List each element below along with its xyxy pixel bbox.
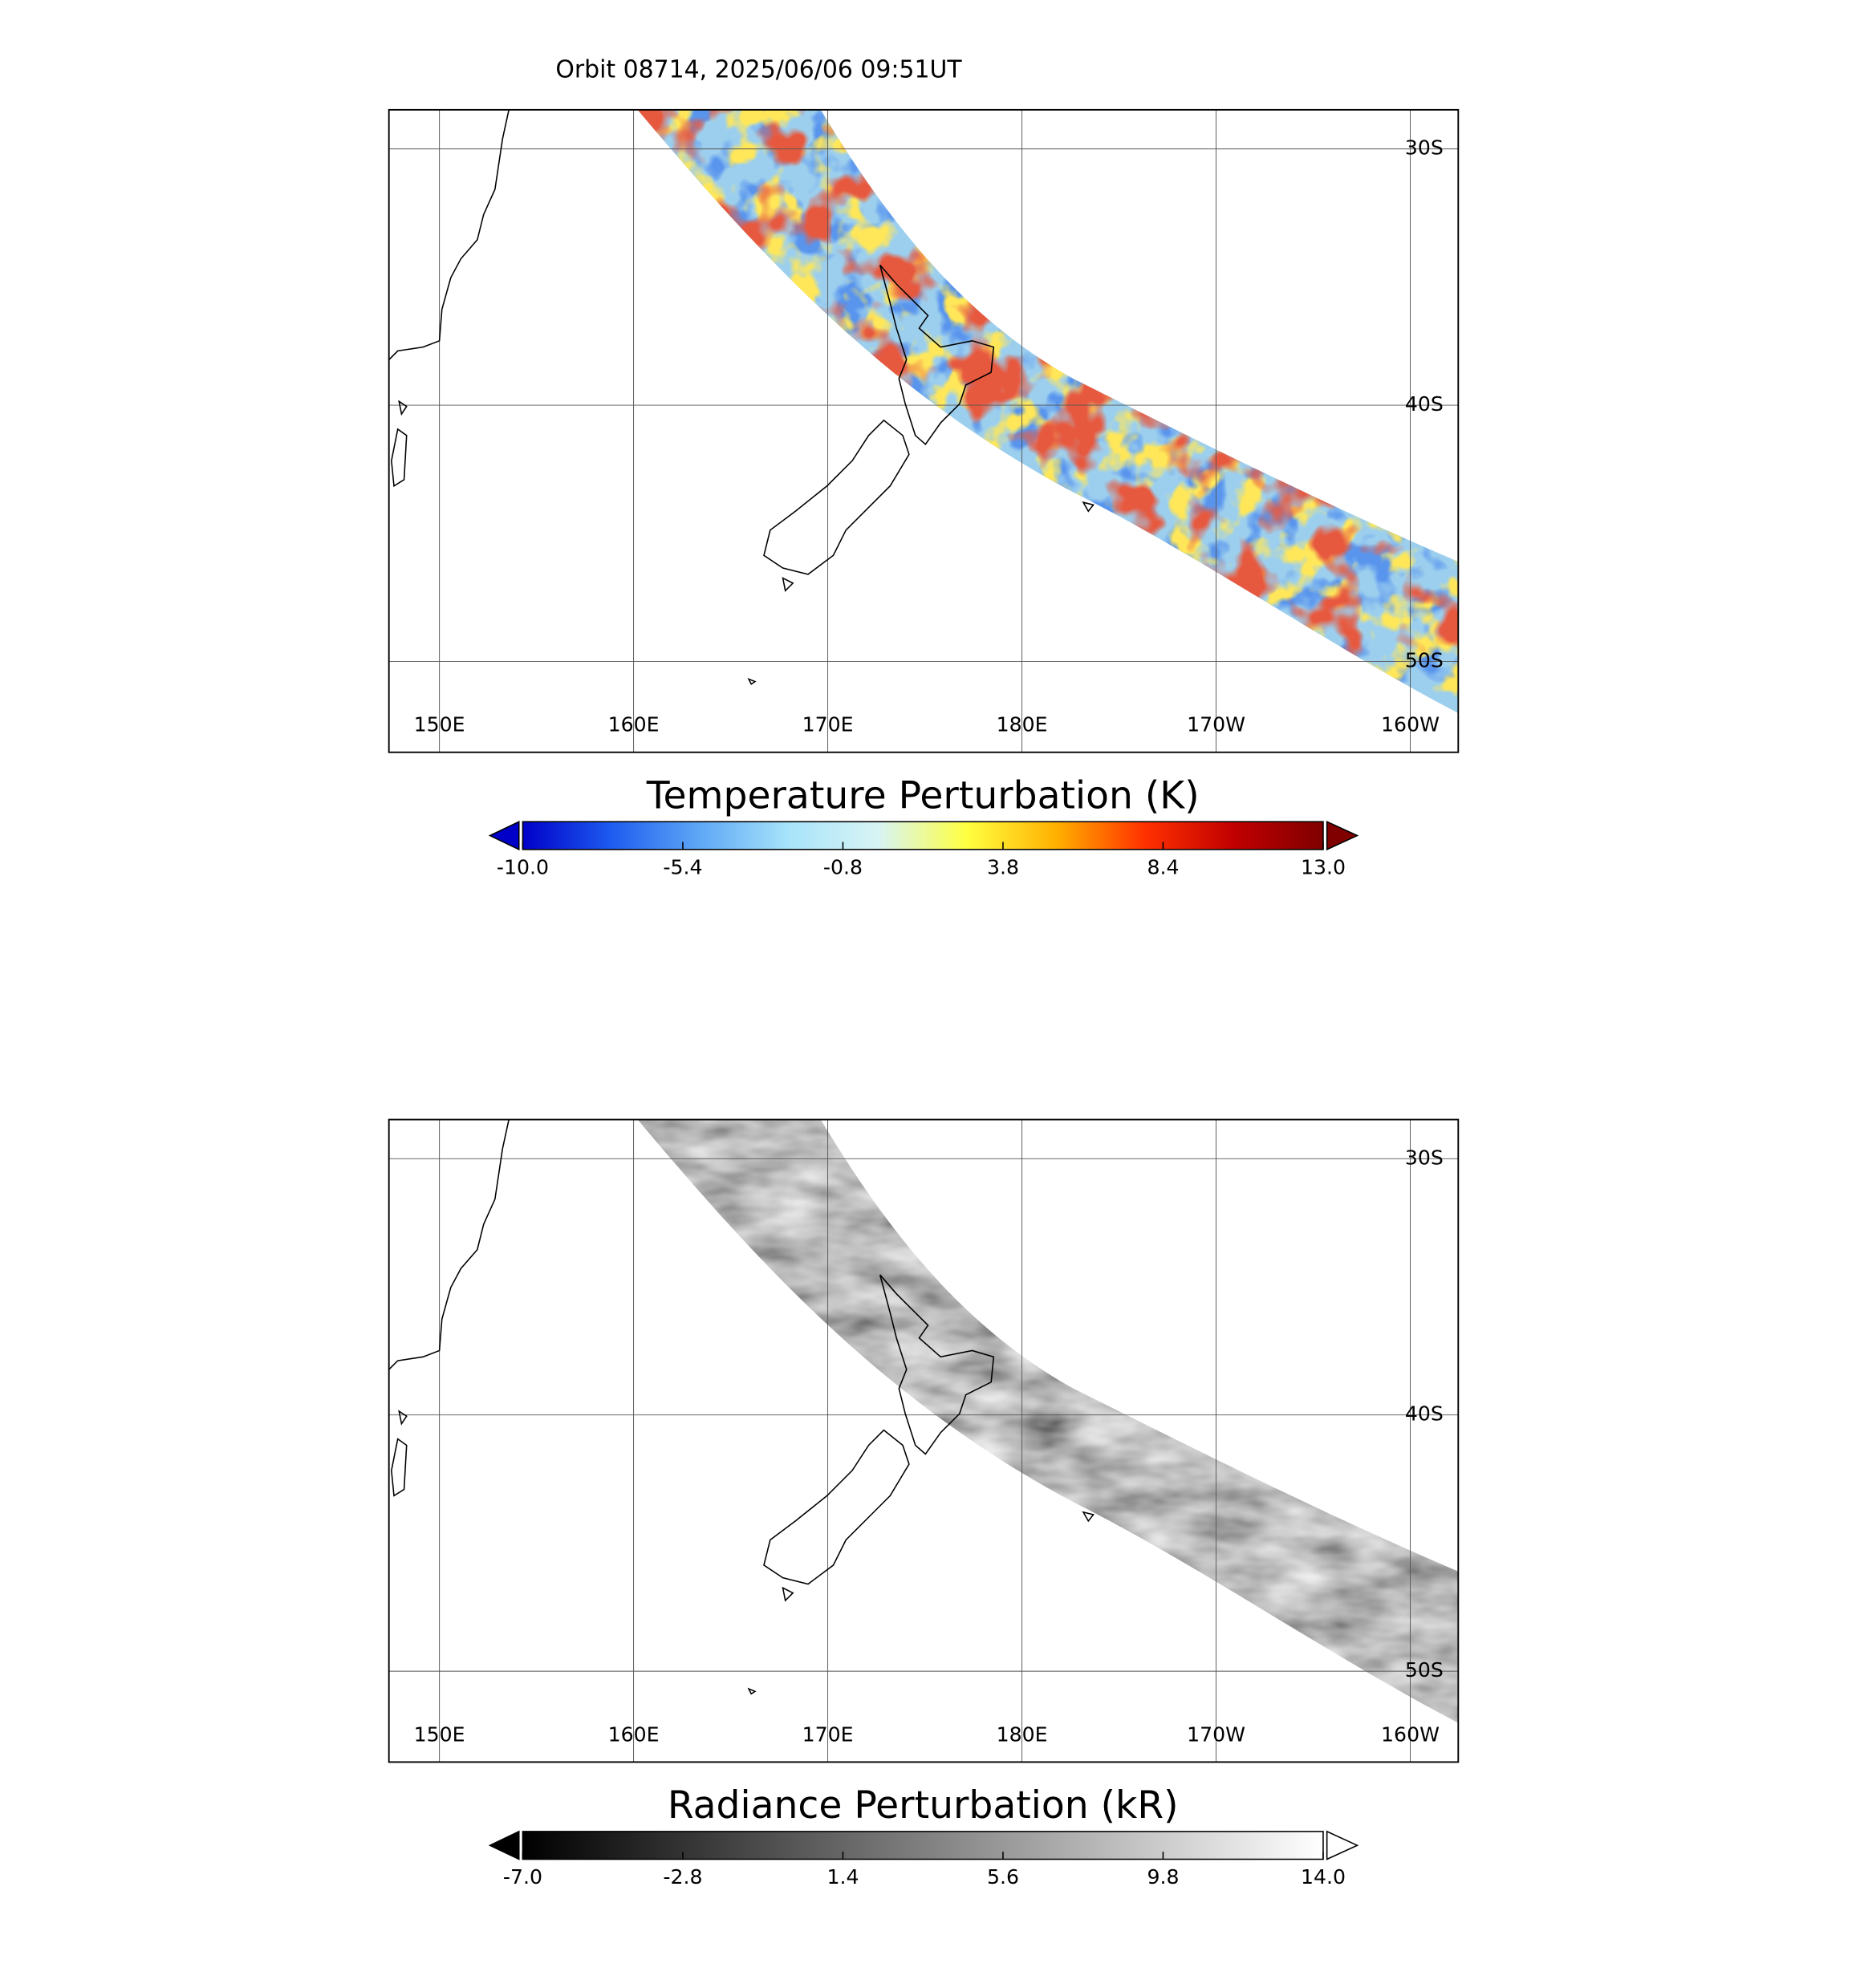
colorbar — [522, 821, 1324, 850]
lat-label: 50S — [1405, 1658, 1444, 1682]
colorbar-title: Radiance Perturbation (kR) — [668, 1783, 1179, 1828]
extend-low — [488, 1830, 520, 1860]
map-frame — [388, 108, 1460, 753]
coastline — [388, 1119, 1095, 1695]
extend-low — [488, 820, 520, 851]
colorbar-tick-label: -7.0 — [503, 1865, 542, 1889]
lon-label: 180E — [997, 1722, 1048, 1746]
figure-title: Orbit 08714, 2025/06/06 09:51UT — [555, 56, 962, 84]
lon-label: 160E — [608, 1722, 660, 1746]
lat-label: 30S — [1405, 1146, 1444, 1169]
lon-label: 180E — [997, 713, 1048, 736]
extend-high — [1326, 821, 1359, 851]
colorbar — [522, 1831, 1324, 1860]
lon-label: 170W — [1187, 1722, 1245, 1746]
colorbar-tick-label: 3.8 — [987, 855, 1019, 878]
colorbar-tick-label: -2.8 — [663, 1865, 702, 1889]
colorbar-tick-label: 8.4 — [1147, 855, 1179, 878]
colorbar-tick-label: 5.6 — [987, 1865, 1019, 1889]
lat-label: 30S — [1405, 136, 1444, 160]
coastline — [388, 109, 1095, 685]
lon-label: 170E — [802, 1722, 854, 1746]
lat-label: 40S — [1405, 392, 1444, 416]
swath — [637, 109, 1459, 713]
colorbar-tick-label: -10.0 — [497, 855, 549, 878]
swath — [637, 1119, 1459, 1723]
colorbar-tick-label: 1.4 — [826, 1865, 859, 1889]
lat-label: 40S — [1405, 1402, 1444, 1426]
colorbar-tick-label: 14.0 — [1301, 1865, 1346, 1889]
lon-label: 160E — [608, 713, 660, 736]
lon-label: 150E — [414, 713, 465, 736]
lon-label: 170E — [802, 713, 854, 736]
colorbar-tick-label: 9.8 — [1147, 1865, 1179, 1889]
lon-label: 160W — [1381, 713, 1440, 736]
lat-label: 50S — [1405, 648, 1444, 671]
map-panel: 150E 160E 170E 180E 170W 160W 30S 40S 50S Tempera… — [388, 108, 1460, 878]
colorbar-tick-label: -0.8 — [823, 855, 863, 878]
colorbar-tick-label: 13.0 — [1301, 855, 1346, 878]
lon-label: 160W — [1381, 1722, 1440, 1746]
extend-high — [1326, 1830, 1359, 1860]
lon-label: 170W — [1187, 713, 1245, 736]
lon-label: 150E — [414, 1722, 465, 1746]
colorbar-tick-label: -5.4 — [663, 855, 702, 878]
colorbar-title: Temperature Perturbation (K) — [646, 773, 1200, 818]
map-panel: 150E 160E 170E 180E 170W 160W 30S 40S 50S Radianc… — [388, 1118, 1460, 1889]
map-frame — [388, 1118, 1460, 1763]
